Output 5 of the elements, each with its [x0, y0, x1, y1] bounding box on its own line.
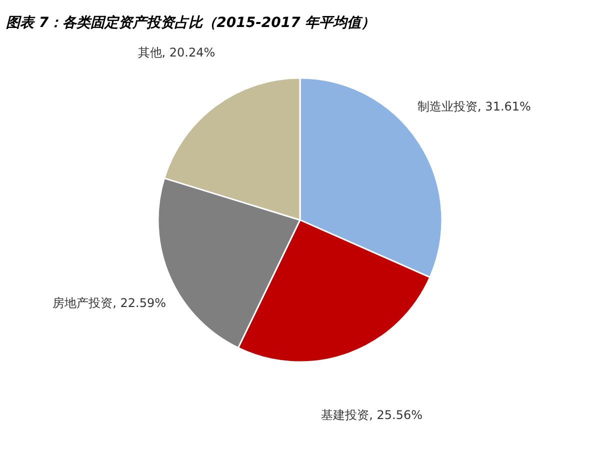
slice-label: 房地产投资, 22.59%: [52, 296, 166, 310]
slice-label: 制造业投资, 31.61%: [418, 99, 531, 114]
slice-label: 其他, 20.24%: [138, 46, 216, 60]
slice-label: 基建投资, 25.56%: [321, 408, 423, 422]
chart-title: 图表 7：各类固定资产投资占比（2015-2017 年平均值）: [6, 14, 376, 31]
